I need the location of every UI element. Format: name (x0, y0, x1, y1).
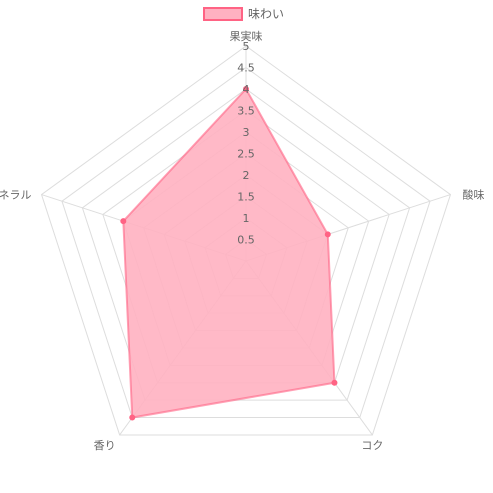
legend-swatch[interactable] (203, 7, 243, 21)
grid-ring (40, 45, 452, 436)
axis-label: 香り (94, 439, 116, 452)
data-point[interactable] (324, 231, 331, 238)
r-tick-label: 3 (243, 126, 250, 139)
r-tick-label: 1.5 (237, 191, 255, 204)
axis-label: コク (361, 439, 383, 452)
r-tick-label: 2 (243, 169, 250, 182)
r-tick-label: 2.5 (237, 148, 255, 161)
r-tick-label: 1 (243, 212, 250, 225)
data-point[interactable] (331, 379, 338, 386)
data-point[interactable] (129, 414, 136, 421)
grid-ring (81, 88, 411, 401)
legend[interactable]: 味わい (203, 7, 284, 21)
r-tick-label: 3.5 (237, 105, 255, 118)
r-tick-label: 0.5 (237, 234, 255, 247)
r-tick-label: 4.5 (237, 62, 255, 75)
axis-label: 酸味 (462, 188, 484, 202)
axis-label: 果実味 (230, 29, 263, 43)
data-point[interactable] (120, 218, 127, 225)
data-point[interactable] (243, 86, 249, 92)
r-axis-ticks: 0.5 1 1.5 2 2.5 3 3.5 4 4.5 5 (237, 40, 255, 247)
grid-ring (61, 66, 431, 419)
r-tick-label: 4 (243, 83, 250, 96)
series-layer (120, 86, 338, 421)
series-area (122, 87, 336, 419)
r-tick-label: 5 (243, 40, 250, 53)
axis-label: ミネラル (0, 189, 32, 202)
legend-label[interactable]: 味わい (248, 7, 284, 21)
